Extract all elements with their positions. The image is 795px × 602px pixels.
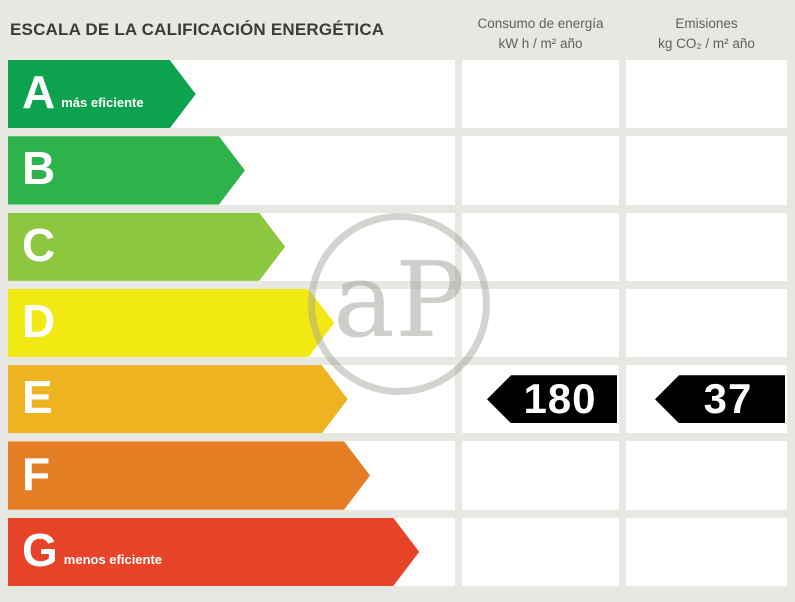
arrow-cell-e: E [8,365,455,434]
consumo-cell-a [462,60,619,129]
rating-arrow-d: D [8,289,334,357]
scale-row-d: D [8,288,787,358]
scale-row-a: A más eficiente [8,60,787,129]
rating-arrow-c: C [8,213,285,281]
emisiones-value-badge: 37 [655,375,785,424]
rating-scale: A más eficiente B C [8,60,787,586]
arrow-cell-f: F [8,441,455,510]
rating-letter-d: D [22,294,56,347]
scale-row-e: E 180 37 [8,365,787,434]
page-title: ESCALA DE LA CALIFICACIÓN ENERGÉTICA [10,20,385,39]
emisiones-value: 37 [703,375,753,423]
emisiones-cell-b [626,136,787,205]
rating-letter-g: G [22,523,58,576]
consumo-column-header: Consumo de energía kW h / m² año [462,8,619,55]
emisiones-cell-g [626,517,787,586]
rating-arrow-b: B [8,136,245,204]
scale-row-f: F [8,441,787,510]
consumo-cell-c [462,212,619,281]
most-efficient-label: más eficiente [61,94,144,110]
arrow-cell-g: G menos eficiente [8,517,455,586]
consumo-cell-e: 180 [462,365,619,434]
arrow-cell-a: A más eficiente [8,60,455,129]
rating-letter-e: E [22,371,53,424]
certificate-header: ESCALA DE LA CALIFICACIÓN ENERGÉTICA Con… [8,8,787,60]
emisiones-header-line1: Emisiones [675,16,738,31]
rating-letter-f: F [22,447,51,500]
consumo-cell-f [462,441,619,510]
consumo-cell-d [462,288,619,358]
consumo-cell-g [462,517,619,586]
rating-arrow-f: F [8,441,370,509]
rating-arrow-g: G menos eficiente [8,518,419,586]
arrow-cell-b: B [8,136,455,205]
consumo-value: 180 [523,375,597,423]
arrow-cell-c: C [8,212,455,281]
scale-row-c: C [8,212,787,281]
consumo-header-line2: kW h / m² año [498,36,583,52]
consumo-header-line1: Consumo de energía [477,16,604,31]
rating-arrow-e: E [8,365,348,433]
scale-row-b: B [8,136,787,205]
rating-letter-c: C [22,218,56,271]
emisiones-cell-f [626,441,787,510]
emisiones-header-line2: kg CO₂ / m² año [658,36,755,52]
emisiones-cell-d [626,288,787,358]
consumo-cell-b [462,136,619,205]
rating-arrow-a: A más eficiente [8,60,196,128]
scale-row-g: G menos eficiente [8,517,787,586]
consumo-value-badge: 180 [487,375,617,424]
emisiones-column-header: Emisiones kg CO₂ / m² año [626,8,787,55]
emisiones-cell-c [626,212,787,281]
arrow-cell-d: D [8,288,455,358]
emisiones-cell-e: 37 [626,365,787,434]
rating-letter-a: A [22,66,56,119]
emisiones-cell-a [626,60,787,129]
rating-letter-b: B [22,142,56,195]
least-efficient-label: menos eficiente [63,552,163,568]
